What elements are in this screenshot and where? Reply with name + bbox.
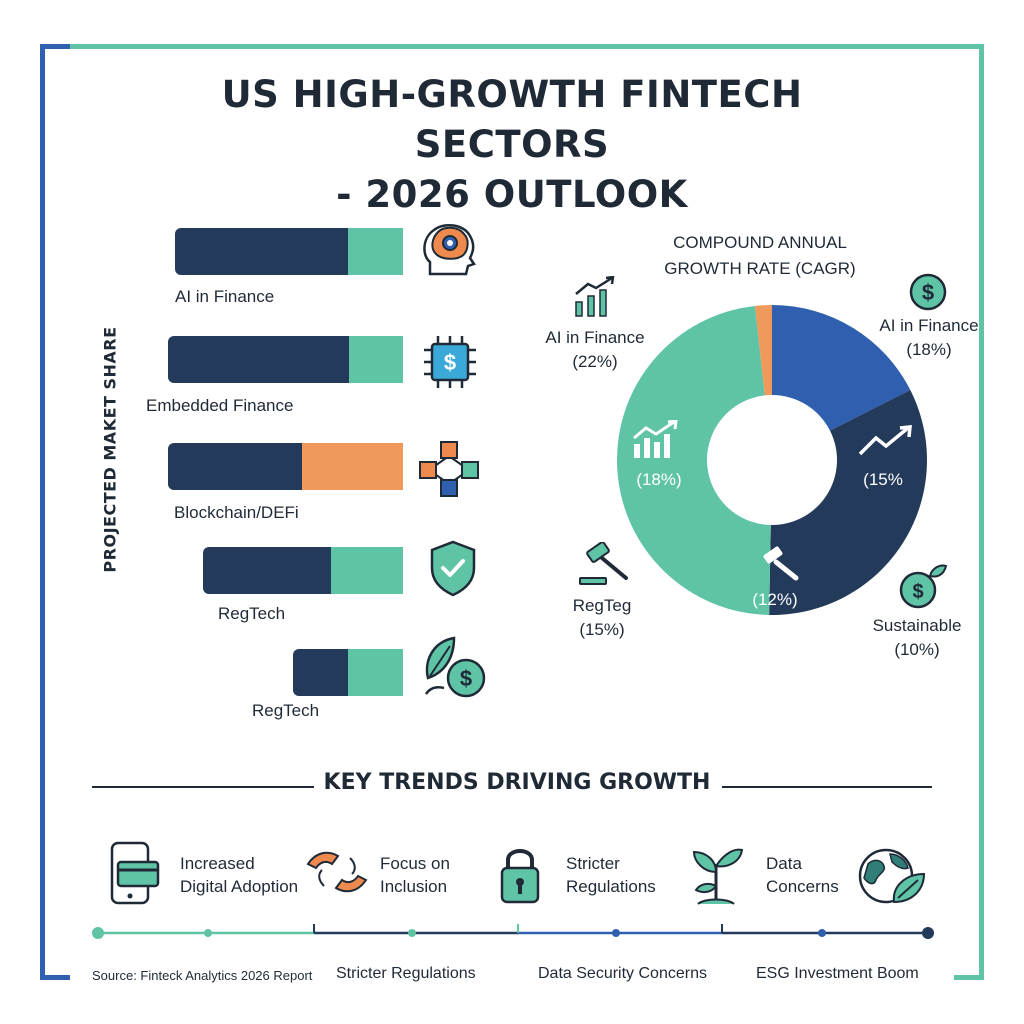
bar-segment-primary <box>203 547 331 594</box>
pie-outer-label-1-value: (22%) <box>572 352 618 371</box>
gavel-icon <box>763 546 799 581</box>
trend-item-2: Focus on Inclusion <box>380 852 450 898</box>
footer-item-1: Stricter Regulations <box>336 965 476 982</box>
blockchain-cubes-icon <box>419 441 479 497</box>
bar-category-label: RegTech <box>252 701 320 720</box>
bar-category-label: AI in Finance <box>175 287 275 306</box>
pie-title-line-1: COMPOUND ANNUAL <box>673 233 847 252</box>
trend-item-3-line2: Regulations <box>566 877 656 896</box>
gavel-icon <box>579 542 628 585</box>
pie-title-line-2: GROWTH RATE (CAGR) <box>664 259 856 278</box>
frame-top-border <box>70 44 984 49</box>
trend-item-1: Increased Digital Adoption <box>180 852 298 898</box>
bar-category-label: RegTech <box>218 604 286 623</box>
mobile-card-icon <box>110 841 160 905</box>
donut-slice <box>754 305 772 396</box>
donut-slice <box>617 305 771 615</box>
bar-segment-secondary <box>349 336 403 383</box>
pie-outer-label-2-name: AI in Finance <box>879 316 979 335</box>
title-line-2: - 2026 OUTLOOK <box>336 173 688 216</box>
pie-outer-label-4-value: (10%) <box>894 640 940 659</box>
bar-chart-y-label: PROJECTED MAKET SHARE <box>100 326 120 573</box>
svg-text:$: $ <box>460 666 472 691</box>
source-note: Source: Finteck Analytics 2026 Report <box>92 968 313 983</box>
pie-chart-title: COMPOUND ANNUAL GROWTH RATE (CAGR) <box>650 230 870 282</box>
donut-slice <box>772 305 911 431</box>
brain-gear-icon <box>423 223 476 276</box>
trend-item-1-line1: Increased <box>180 854 255 873</box>
pie-outer-label-4-name: Sustainable <box>872 616 962 635</box>
bar-category-label: Blockchain/DEFi <box>174 503 299 522</box>
trend-item-2-line1: Focus on <box>380 854 450 873</box>
trends-rule-right <box>722 786 932 788</box>
trend-item-4-line1: Data <box>766 854 802 873</box>
bar-segment-secondary <box>348 228 403 275</box>
pie-inner-label-blue: (15% <box>863 470 903 489</box>
dollar-coin-icon: $ <box>909 273 947 311</box>
page-title: US HIGH-GROWTH FINTECH SECTORS - 2026 OU… <box>120 70 904 220</box>
bar-category-label: Embedded Finance <box>146 396 294 415</box>
leaf-dollar-icon: $ <box>899 564 948 609</box>
svg-text:$: $ <box>444 350 456 375</box>
pie-outer-label-3-value: (15%) <box>579 620 625 639</box>
trend-item-2-line2: Inclusion <box>380 877 448 896</box>
frame-right-border <box>979 44 984 980</box>
frame-top-left-accent <box>40 44 70 49</box>
title-line-1: US HIGH-GROWTH FINTECH SECTORS <box>221 73 803 166</box>
pie-outer-label-1: AI in Finance (22%) <box>530 326 660 374</box>
growth-chart-icon <box>575 276 615 317</box>
frame-bottom-left-accent <box>40 975 70 980</box>
pie-inner-label-dark: (12%) <box>752 590 798 609</box>
trends-title: KEY TRENDS DRIVING GROWTH <box>323 770 711 795</box>
bar-segment-primary <box>168 443 302 490</box>
frame-bottom-right-accent <box>954 975 984 980</box>
leaf-dollar-icon: $ <box>424 636 486 698</box>
plant-icon <box>692 848 744 905</box>
frame-left-border <box>40 44 45 980</box>
trend-item-1-line2: Digital Adoption <box>180 877 299 896</box>
trend-item-3-line1: Stricter <box>566 854 620 873</box>
pie-outer-label-2: AI in Finance (18%) <box>866 314 992 362</box>
footer-item-2: Data Security Concerns <box>538 965 707 982</box>
pie-inner-label-teal: (18%) <box>636 470 682 489</box>
pie-outer-label-3-name: RegTeg <box>572 596 632 615</box>
footer-item-3: ESG Investment Boom <box>756 965 919 982</box>
pie-outer-label-3: RegTeg (15%) <box>552 594 652 642</box>
trend-item-3: Stricter Regulations <box>566 852 656 898</box>
bar-segment-primary <box>293 649 348 696</box>
pie-outer-label-2-value: (18%) <box>906 340 952 359</box>
bar-segment-primary <box>175 228 348 275</box>
bar-segment-secondary <box>348 649 403 696</box>
timeline <box>92 924 934 939</box>
shield-check-icon <box>430 540 476 597</box>
pie-outer-label-1-name: AI in Finance <box>545 328 645 347</box>
svg-text:$: $ <box>922 280 934 305</box>
growth-chart-icon <box>633 420 678 458</box>
pie-outer-label-4: Sustainable (10%) <box>862 614 972 662</box>
trend-item-4: Data Concerns <box>766 852 839 898</box>
bar-segment-secondary <box>302 443 403 490</box>
trends-rule-left <box>92 786 314 788</box>
trend-item-4-line2: Concerns <box>766 877 839 896</box>
padlock-icon <box>500 849 540 904</box>
svg-text:$: $ <box>912 581 923 603</box>
handshake-icon <box>306 851 368 893</box>
dollar-chip-icon: $ <box>424 336 476 388</box>
bar-segment-secondary <box>331 547 403 594</box>
trend-up-icon <box>858 425 912 456</box>
globe-leaf-icon <box>858 848 926 904</box>
bar-segment-primary <box>168 336 349 383</box>
